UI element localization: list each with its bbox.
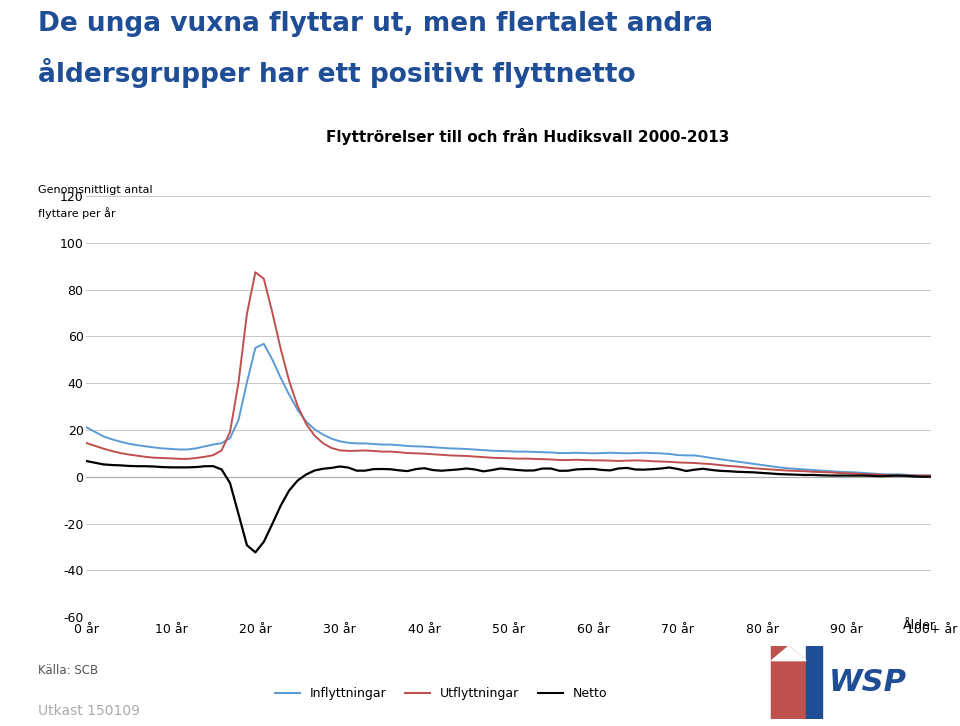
Legend: Inflyttningar, Utflyttningar, Netto: Inflyttningar, Utflyttningar, Netto xyxy=(270,682,612,705)
Bar xyxy=(806,646,822,719)
Polygon shape xyxy=(772,646,806,719)
Text: åldersgrupper har ett positivt flyttnetto: åldersgrupper har ett positivt flyttnett… xyxy=(38,58,636,88)
Text: WSP: WSP xyxy=(828,668,906,697)
Text: Flyttrörelser till och från Hudiksvall 2000-2013: Flyttrörelser till och från Hudiksvall 2… xyxy=(326,129,730,145)
Polygon shape xyxy=(772,646,806,661)
Text: De unga vuxna flyttar ut, men flertalet andra: De unga vuxna flyttar ut, men flertalet … xyxy=(38,11,713,37)
Text: Genomsnittligt antal: Genomsnittligt antal xyxy=(38,185,153,195)
Text: Utkast 150109: Utkast 150109 xyxy=(38,704,140,718)
Text: Källa: SCB: Källa: SCB xyxy=(38,664,99,677)
Text: flyttare per år: flyttare per år xyxy=(38,207,116,219)
Text: Ålder: Ålder xyxy=(903,619,936,632)
